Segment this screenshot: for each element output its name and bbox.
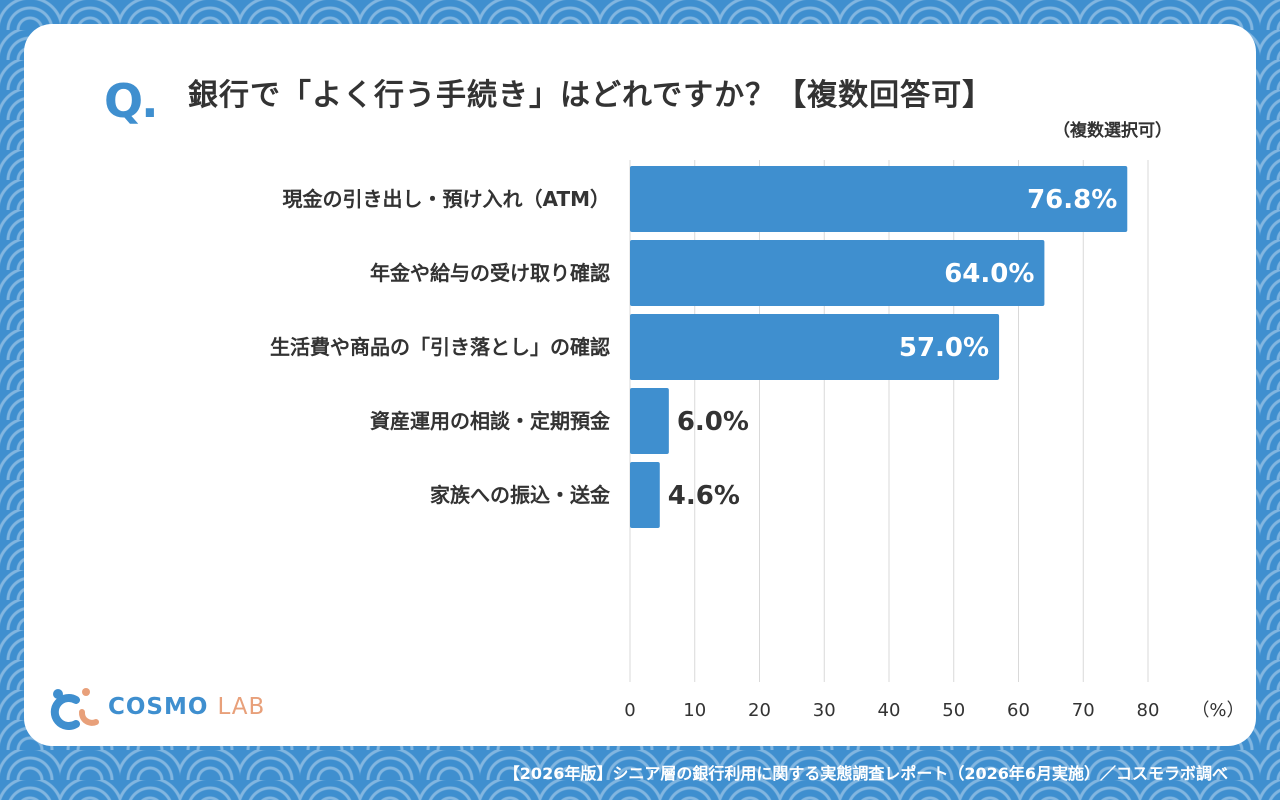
value-label: 6.0% [677, 407, 749, 437]
value-label: 64.0% [944, 259, 1034, 289]
x-tick-label: 60 [1007, 700, 1030, 721]
bar [630, 388, 669, 454]
cosmo-lab-logo-icon [50, 688, 99, 730]
multiple-choice-note: （複数選択可） [1053, 121, 1172, 141]
category-label: 資産運用の相談・定期預金 [370, 409, 611, 433]
x-tick-label: 50 [942, 700, 965, 721]
bar [630, 166, 1128, 232]
x-unit-label: （%） [1191, 700, 1244, 721]
bar [630, 462, 660, 528]
x-tick-label: 20 [748, 700, 771, 721]
logo-word-cosmo: COSMO [108, 694, 209, 720]
category-labels: 現金の引き出し・預け入れ（ATM） 年金や給与の受け取り確認生活費や商品の「引き落… [270, 187, 611, 507]
question-title: 銀行で「よく行う手続き」はどれですか？【複数回答可】 [188, 78, 994, 113]
source-footer: 【2026年版】シニア層の銀行利用に関する実態調査レポート（2026年6月実施）… [503, 764, 1228, 783]
category-label: 現金の引き出し・預け入れ（ATM） [283, 187, 610, 211]
bar [630, 314, 1000, 380]
logo-word-lab: LAB [217, 694, 266, 720]
value-label: 4.6% [668, 481, 740, 511]
value-labels: 76.8% 64.0% 57.0% 6.0% 4.6% [668, 185, 1117, 511]
logo-wordmark: COSMO LAB [108, 694, 265, 720]
x-tick-label: 40 [878, 700, 901, 721]
category-label: 年金や給与の受け取り確認 [370, 261, 610, 285]
category-label: 家族への振込・送金 [430, 483, 611, 507]
x-tick-label: 80 [1137, 700, 1160, 721]
x-tick-label: 70 [1072, 700, 1095, 721]
category-label: 生活費や商品の「引き落とし」の確認 [270, 335, 610, 359]
chart-card [24, 24, 1256, 746]
x-tick-label: 0 [624, 700, 635, 721]
question-mark-label: Q. [104, 74, 159, 128]
bars [630, 166, 1128, 528]
x-axis-ticks: 0 10 20 30 40 50 60 70 80 （%） [624, 700, 1244, 721]
x-tick-label: 30 [813, 700, 836, 721]
value-label: 76.8% [1027, 185, 1117, 215]
x-tick-label: 10 [683, 700, 706, 721]
value-label: 57.0% [899, 333, 989, 363]
bar [630, 240, 1045, 306]
